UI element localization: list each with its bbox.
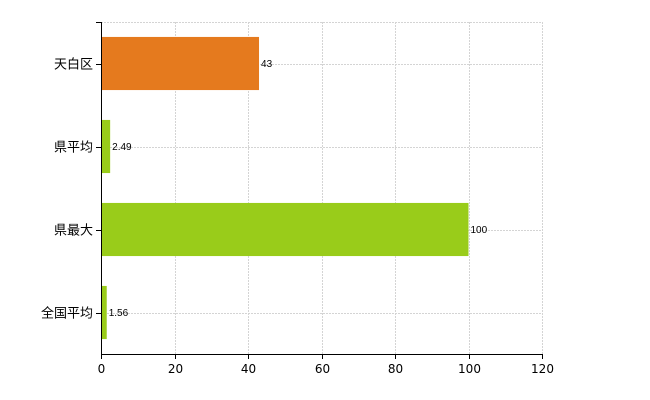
x-tick-label-7: 120 — [531, 362, 554, 376]
x-tick-label-3: 40 — [241, 362, 256, 376]
bar-4 — [102, 285, 107, 340]
labels: 43 天白区 2.49 県平均 100 県最大 1.56 全国平均 0 20 40 60 80 100 12… — [41, 57, 554, 377]
category-label-3: 県最大 — [54, 224, 93, 239]
x-tick-label-6: 100 — [458, 362, 481, 376]
data-label-1: 43 — [261, 59, 273, 70]
x-tick-label-1: 0 — [98, 362, 106, 376]
bar-3 — [102, 202, 469, 257]
data-label-4: 1.56 — [109, 308, 129, 319]
category-label-2: 県平均 — [54, 141, 93, 156]
x-tick-label-2: 20 — [168, 362, 183, 376]
x-tick-label-4: 60 — [315, 362, 330, 376]
data-label-3: 100 — [471, 225, 488, 236]
category-label-4: 全国平均 — [41, 306, 93, 322]
data-label-2: 2.49 — [112, 142, 132, 153]
axes — [96, 22, 543, 359]
x-tick-label-5: 80 — [388, 362, 403, 376]
category-label-1: 天白区 — [54, 57, 93, 73]
bar-1 — [102, 36, 260, 91]
bar-2 — [102, 119, 111, 174]
bars — [102, 36, 469, 340]
